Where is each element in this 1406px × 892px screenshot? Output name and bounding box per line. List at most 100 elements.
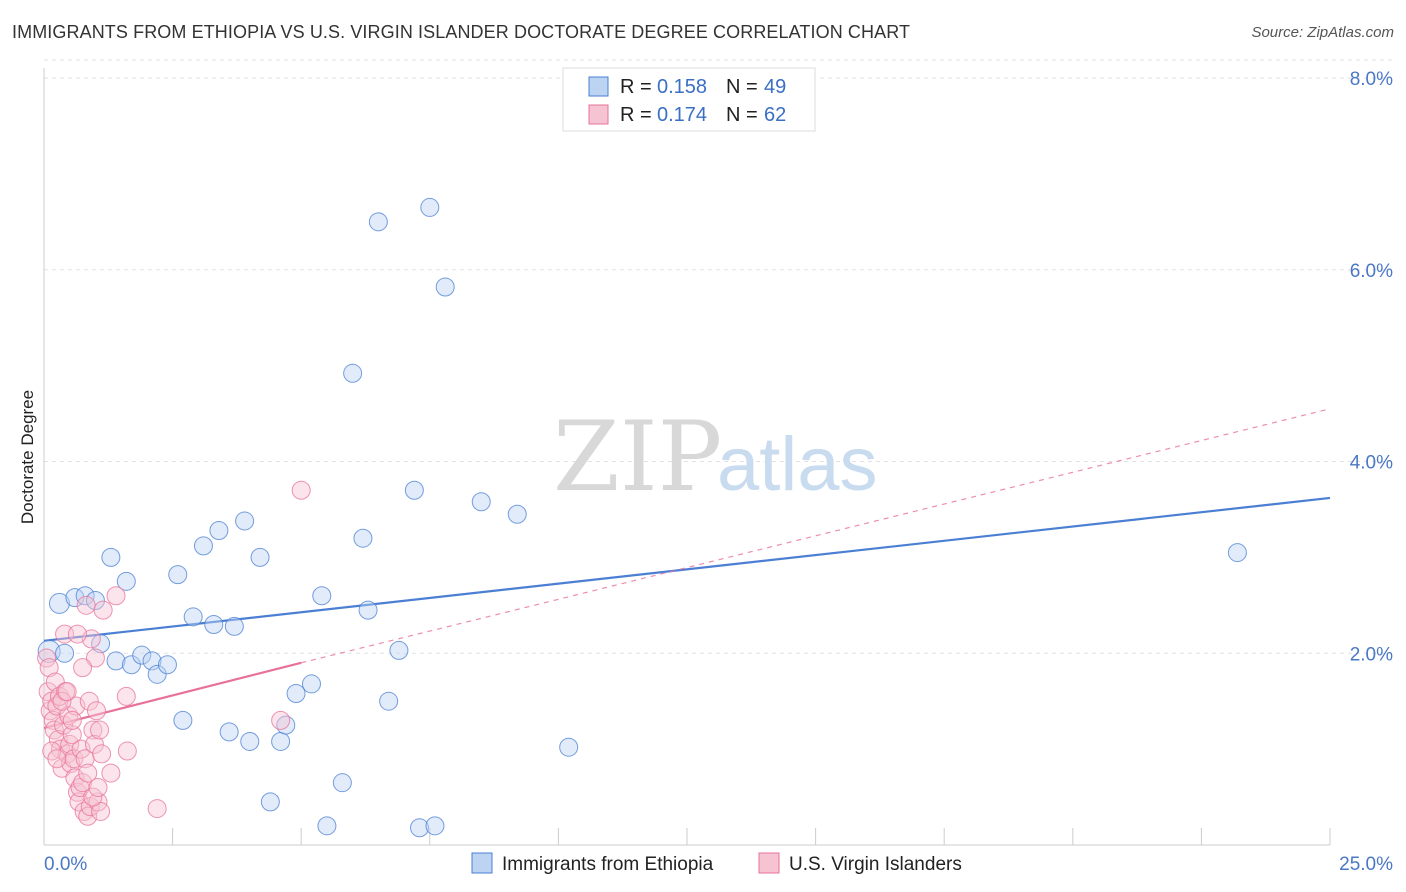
point-virgin-islander <box>73 658 93 678</box>
point-ethiopia <box>91 634 111 654</box>
y-tick-label: 4.0% <box>1350 453 1393 474</box>
point-virgin-islander <box>78 763 98 783</box>
point-virgin-islander <box>39 658 59 678</box>
point-virgin-islander <box>271 710 291 730</box>
point-ethiopia <box>260 792 280 812</box>
point-ethiopia <box>286 684 306 704</box>
point-virgin-islander <box>73 773 93 793</box>
source-label: Source: ZipAtlas.com <box>1251 24 1394 41</box>
point-virgin-islander <box>90 720 110 740</box>
point-ethiopia <box>435 277 455 297</box>
legend-r-label: R = <box>620 104 652 126</box>
point-ethiopia <box>368 212 388 232</box>
y-axis-label: Doctorate Degree <box>18 390 37 524</box>
point-virgin-islander <box>83 787 103 807</box>
watermark: ZIP atlas <box>553 401 878 513</box>
point-virgin-islander <box>47 749 67 769</box>
legend-n-label: N = <box>726 76 758 98</box>
point-virgin-islander <box>147 799 167 819</box>
trend-line-virgin-islander <box>43 661 302 730</box>
point-virgin-islander <box>88 777 108 797</box>
point-ethiopia <box>420 197 440 217</box>
legend-n-value: 49 <box>764 76 786 98</box>
point-ethiopia <box>224 616 244 636</box>
point-virgin-islander <box>106 586 126 606</box>
point-ethiopia <box>317 816 337 836</box>
legend: R = 0.158 N = 49 R = 0.174 N = 62 <box>562 67 816 132</box>
gridlines <box>44 59 1392 654</box>
point-ethiopia <box>116 571 136 591</box>
x-tick-label: 25.0% <box>1339 854 1393 875</box>
point-ethiopia <box>332 773 352 793</box>
y-tick-label: 2.0% <box>1350 644 1393 665</box>
trend-lines <box>43 408 1331 730</box>
point-ethiopia <box>1227 543 1247 563</box>
point-virgin-islander <box>62 710 82 730</box>
point-ethiopia <box>312 586 332 606</box>
point-ethiopia <box>559 737 579 757</box>
point-ethiopia <box>193 536 213 556</box>
point-ethiopia <box>358 600 378 620</box>
point-ethiopia <box>48 592 70 614</box>
y-tick-label: 6.0% <box>1350 261 1393 282</box>
legend-r-value: 0.158 <box>657 76 707 98</box>
point-ethiopia <box>404 480 424 500</box>
point-ethiopia <box>410 818 430 838</box>
point-ethiopia <box>389 640 409 660</box>
bottom-legend-label: Immigrants from Ethiopia <box>502 854 714 875</box>
chart-title: IMMIGRANTS FROM ETHIOPIA VS U.S. VIRGIN … <box>12 22 911 42</box>
tick-labels: 2.0% 4.0% 6.0% 8.0% 0.0% 25.0% <box>44 69 1393 875</box>
legend-swatch <box>588 104 609 125</box>
legend-swatch <box>588 76 609 97</box>
legend-n-value: 62 <box>764 104 786 126</box>
point-virgin-islander <box>117 741 137 761</box>
point-ethiopia <box>471 492 491 512</box>
point-ethiopia <box>209 521 229 541</box>
point-ethiopia <box>250 547 270 567</box>
point-ethiopia <box>132 645 152 665</box>
point-ethiopia <box>425 816 445 836</box>
point-ethiopia <box>101 547 121 567</box>
point-ethiopia <box>37 639 61 663</box>
point-virgin-islander <box>116 686 136 706</box>
point-ethiopia <box>147 664 167 684</box>
trend-line-virgin-islander-extension <box>301 408 1331 664</box>
point-ethiopia <box>204 614 224 634</box>
point-ethiopia <box>157 655 177 675</box>
point-ethiopia <box>85 591 105 611</box>
point-virgin-islander <box>85 648 105 668</box>
axes <box>43 68 1331 846</box>
point-virgin-islander <box>101 763 121 783</box>
point-ethiopia <box>343 363 363 383</box>
legend-r-label: R = <box>620 76 652 98</box>
point-virgin-islander <box>79 691 99 711</box>
point-ethiopia <box>240 731 260 751</box>
watermark-zip: ZIP <box>553 401 722 513</box>
point-ethiopia <box>271 731 291 751</box>
legend-r-value: 0.174 <box>657 104 707 126</box>
point-virgin-islander <box>43 710 63 730</box>
point-ethiopia <box>507 504 527 524</box>
bottom-legend-swatch <box>758 852 780 874</box>
point-ethiopia <box>55 643 75 663</box>
point-ethiopia <box>379 691 399 711</box>
point-ethiopia <box>235 511 255 531</box>
data-points <box>37 197 1247 838</box>
watermark-atlas: atlas <box>717 422 878 507</box>
point-virgin-islander <box>76 595 96 615</box>
point-ethiopia <box>353 528 373 548</box>
point-ethiopia <box>219 722 239 742</box>
point-virgin-islander <box>52 691 72 711</box>
point-virgin-islander <box>84 734 104 754</box>
point-ethiopia <box>168 565 188 585</box>
point-virgin-islander <box>64 749 84 769</box>
bottom-legend-swatch <box>471 852 493 874</box>
point-virgin-islander <box>86 701 106 721</box>
point-ethiopia <box>75 586 95 606</box>
point-virgin-islander <box>93 600 113 620</box>
point-virgin-islander <box>44 720 64 740</box>
trend-line-ethiopia <box>43 496 1331 642</box>
bottom-legend-label: U.S. Virgin Islanders <box>789 854 962 875</box>
point-ethiopia <box>301 674 321 694</box>
